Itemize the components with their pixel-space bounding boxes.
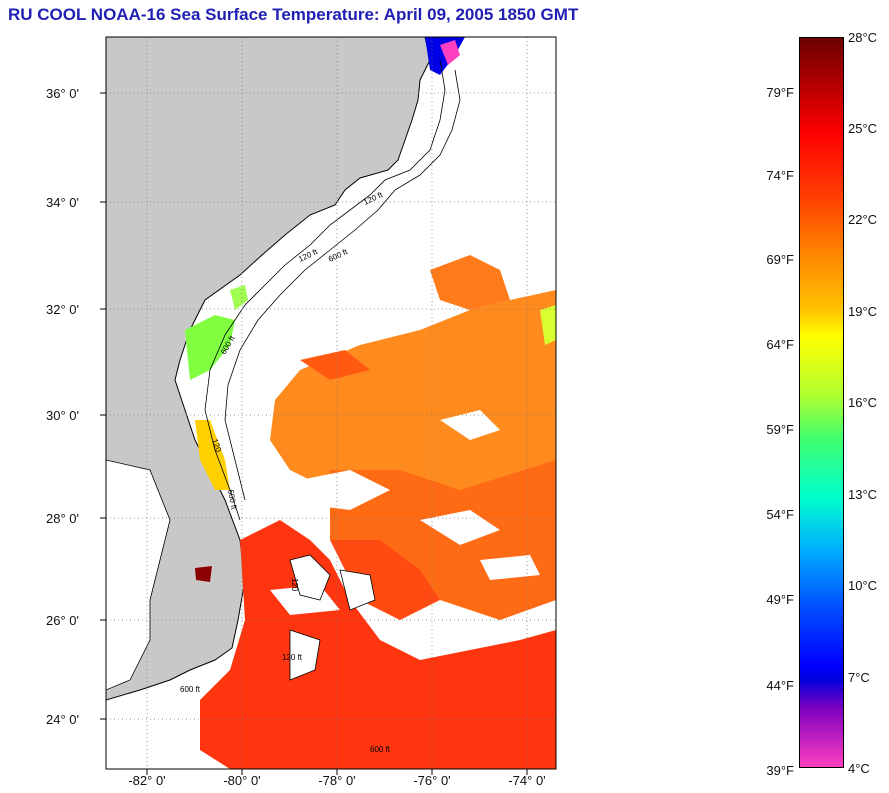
lon-label: -82° 0': [128, 773, 166, 788]
contour-label: 600 ft: [370, 745, 391, 754]
lat-label: 36° 0': [46, 86, 79, 101]
colorbar-c-label: 28°C: [848, 30, 878, 45]
colorbar-f-label: 59°F: [766, 422, 794, 437]
lat-label: 24° 0': [46, 712, 79, 727]
colorbar-f-label: 44°F: [766, 678, 794, 693]
colorbar-f-label: 39°F: [766, 763, 794, 778]
land-mass: [106, 37, 431, 701]
colorbar-f-label: 54°F: [766, 507, 794, 522]
map-title: RU COOL NOAA-16 Sea Surface Temperature:…: [8, 5, 579, 24]
lat-label: 32° 0': [46, 302, 79, 317]
lat-label: 34° 0': [46, 195, 79, 210]
contour-label: 120 ft: [282, 653, 303, 662]
colorbar-c-label: 13°C: [848, 487, 878, 502]
lat-label: 28° 0': [46, 511, 79, 526]
contour-label: 600 ft: [226, 489, 238, 511]
lat-label: 26° 0': [46, 613, 79, 628]
contour-label: 600 ft: [180, 685, 201, 694]
colorbar-c-label: 16°C: [848, 395, 878, 410]
colorbar-c-label: 25°C: [848, 121, 878, 136]
sst-red-region: [200, 520, 556, 769]
sst-orange-region: [270, 290, 556, 520]
contour-label: 120: [210, 438, 223, 454]
contour-label: 120: [290, 578, 299, 592]
colorbar-f-label: 79°F: [766, 85, 794, 100]
colorbar-f-label: 74°F: [766, 168, 794, 183]
colorbar-f-label: 64°F: [766, 337, 794, 352]
lon-label: -76° 0': [413, 773, 451, 788]
lon-label: -78° 0': [318, 773, 356, 788]
colorbar-f-label: 69°F: [766, 252, 794, 267]
colorbar-c-label: 22°C: [848, 212, 878, 227]
lon-label: -74° 0': [508, 773, 546, 788]
lon-label: -80° 0': [223, 773, 261, 788]
colorbar-c-label: 10°C: [848, 578, 878, 593]
temperature-colorbar: [799, 37, 844, 768]
colorbar-c-label: 7°C: [848, 670, 870, 685]
lat-label: 30° 0': [46, 408, 79, 423]
colorbar-c-label: 4°C: [848, 761, 870, 776]
colorbar-f-label: 49°F: [766, 592, 794, 607]
colorbar-c-label: 19°C: [848, 304, 878, 319]
